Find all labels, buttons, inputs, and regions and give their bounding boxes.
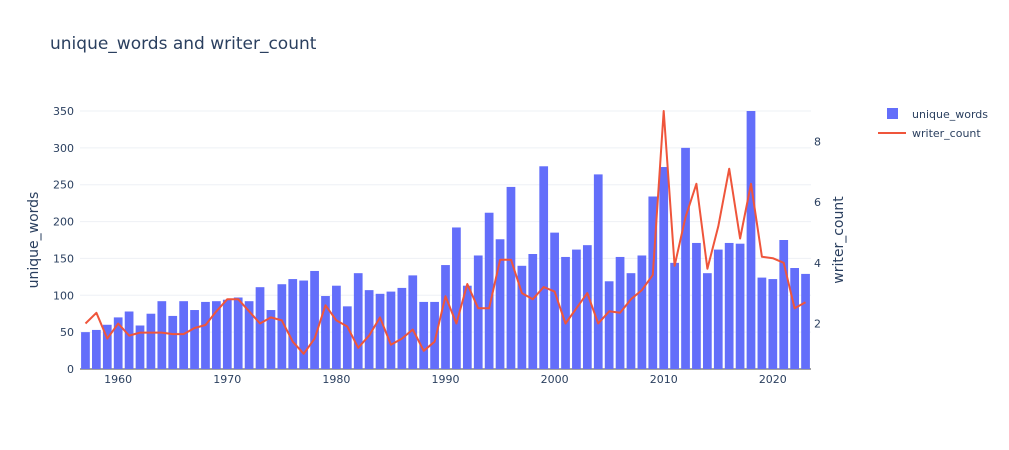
- bar-unique-words: [724, 242, 734, 369]
- bar-unique-words: [452, 227, 461, 369]
- bar-unique-words: [626, 273, 636, 369]
- y-tick-label: 200: [53, 216, 74, 229]
- bar-unique-words: [582, 245, 592, 369]
- bar-unique-words: [735, 243, 745, 369]
- bar-unique-words: [342, 306, 352, 369]
- y2-tick-label: 2: [814, 317, 821, 330]
- bar-unique-words: [244, 301, 254, 369]
- x-tick-label: 1960: [104, 373, 132, 386]
- bar-unique-words: [801, 273, 810, 369]
- x-tick-label: 1970: [213, 373, 241, 386]
- legend-label-writer-count: writer_count: [912, 127, 981, 140]
- bar-unique-words: [593, 174, 603, 369]
- bar-unique-words: [190, 310, 199, 369]
- bar-unique-words: [506, 186, 516, 369]
- y-tick-label: 0: [67, 363, 74, 376]
- bar-unique-words: [124, 311, 134, 369]
- y-tick-label: 350: [53, 105, 74, 118]
- x-tick-label: 2010: [650, 373, 678, 386]
- bar-unique-words: [462, 285, 472, 369]
- bar-unique-words: [135, 325, 145, 369]
- bar-unique-words: [375, 293, 385, 369]
- bar-unique-words: [790, 268, 799, 369]
- bar-unique-words: [332, 285, 341, 369]
- bar-unique-words: [561, 256, 570, 369]
- bar-unique-words: [288, 279, 298, 369]
- y2-tick-label: 4: [814, 257, 821, 270]
- bar-unique-words: [364, 290, 374, 369]
- bar-unique-words: [528, 254, 538, 369]
- bar-unique-words: [768, 279, 778, 369]
- bar-unique-words: [648, 196, 658, 369]
- bar-unique-words: [670, 262, 679, 369]
- bar-unique-words: [604, 281, 614, 369]
- chart-title: unique_words and writer_count: [50, 34, 317, 54]
- y-tick-label: 50: [60, 326, 74, 339]
- y2-tick-label: 6: [814, 196, 821, 209]
- bar-unique-words: [637, 255, 647, 369]
- bar-unique-words: [779, 240, 789, 369]
- bar-unique-words: [484, 212, 494, 369]
- bar-unique-words: [473, 255, 483, 369]
- bar-unique-words: [92, 329, 101, 369]
- y-tick-label: 300: [53, 142, 74, 155]
- bar-unique-words: [222, 299, 232, 369]
- y-tick-label: 250: [53, 179, 74, 192]
- bar-unique-words: [681, 147, 690, 369]
- bar-unique-words: [146, 313, 156, 369]
- bar-unique-words: [659, 167, 669, 369]
- bar-unique-words: [168, 315, 178, 369]
- line-writer-count: [84, 110, 806, 355]
- bar-unique-words: [81, 332, 90, 369]
- bar-unique-words: [321, 296, 330, 369]
- bar-unique-words: [746, 111, 756, 369]
- bar-unique-words: [157, 301, 167, 369]
- bar-unique-words: [212, 301, 221, 369]
- bar-unique-words: [233, 297, 243, 369]
- bar-unique-words: [277, 284, 287, 369]
- y2-tick-label: 8: [814, 135, 821, 148]
- x-tick-label: 2020: [759, 373, 787, 386]
- bar-unique-words: [539, 166, 549, 369]
- bar-unique-words: [713, 249, 723, 369]
- bar-unique-words: [201, 301, 210, 369]
- bar-unique-words: [517, 265, 527, 369]
- y-tick-label: 100: [53, 289, 74, 302]
- x-tick-label: 2000: [541, 373, 569, 386]
- bar-unique-words: [353, 273, 363, 369]
- bar-unique-words: [550, 232, 559, 369]
- bar-unique-words: [495, 239, 505, 369]
- bar-unique-words: [255, 287, 265, 369]
- legend-swatch-unique-words: [887, 108, 898, 119]
- bar-unique-words: [386, 291, 396, 369]
- legend-label-unique-words: unique_words: [912, 108, 988, 121]
- bar-unique-words: [102, 324, 112, 369]
- bar-unique-words: [430, 301, 439, 369]
- bar-unique-words: [757, 277, 767, 369]
- y-axis-title: unique_words: [26, 192, 42, 289]
- bar-unique-words: [419, 301, 429, 369]
- x-tick-label: 1990: [432, 373, 460, 386]
- y2-axis-title: writer_count: [831, 196, 847, 284]
- x-tick-label: 1980: [322, 373, 350, 386]
- bar-unique-words: [299, 280, 309, 369]
- bar-unique-words: [692, 242, 701, 369]
- bar-unique-words: [310, 270, 319, 369]
- bar-unique-words: [702, 273, 712, 369]
- y-tick-label: 150: [53, 252, 74, 265]
- bar-unique-words: [441, 265, 450, 369]
- bar-unique-words: [397, 287, 407, 369]
- bar-unique-words: [266, 310, 276, 369]
- bar-unique-words: [113, 317, 123, 369]
- bar-unique-words: [408, 275, 418, 369]
